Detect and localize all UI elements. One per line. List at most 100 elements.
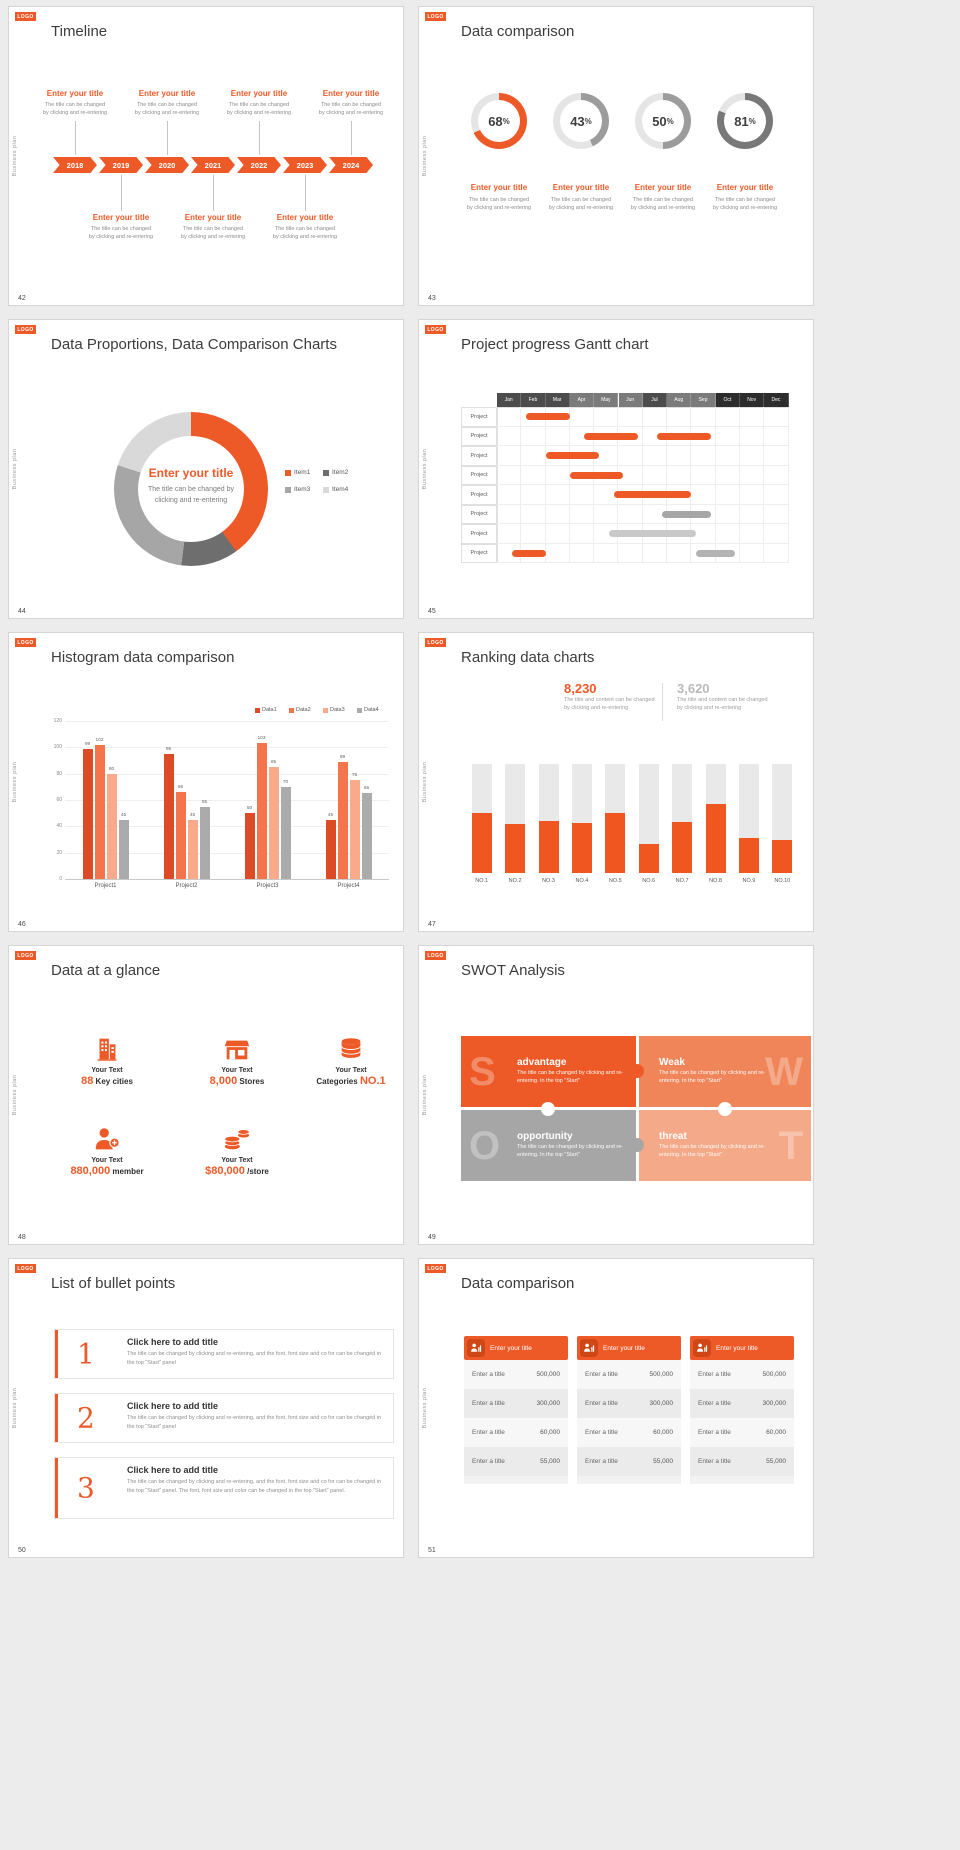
gantt-bar[interactable] (545, 452, 600, 459)
progress-ring[interactable]: 50% (635, 93, 691, 149)
row-label: Enter a title (698, 1458, 731, 1465)
bar-segment[interactable] (268, 767, 279, 879)
data-card-row: Enter a title 55,000 (690, 1447, 794, 1476)
ranking-bar-fill[interactable] (638, 843, 659, 873)
timeline-year-chevron[interactable]: 2019 (99, 157, 143, 173)
ranking-bar-fill[interactable] (538, 820, 559, 873)
timeline-year-chevron[interactable]: 2023 (283, 157, 327, 173)
bullet-item[interactable]: 2 Click here to add title The title can be… (54, 1393, 394, 1443)
data-card[interactable]: Enter your title Enter a title 500,000 Ente… (464, 1336, 568, 1484)
bar-segment[interactable] (106, 773, 117, 879)
bar-segment[interactable] (349, 780, 360, 879)
timeline-year-chevron[interactable]: 2021 (191, 157, 235, 173)
bullet-item[interactable]: 3 Click here to add title The title can be… (54, 1457, 394, 1519)
bar-value-label: 50 (246, 806, 253, 812)
timeline-callout-desc: by clicking and re-entering (272, 234, 338, 240)
slide-47-ranking-charts[interactable]: 8,230 The title and content can be chang… (418, 632, 814, 932)
swot-piece-Weak[interactable]: W Weak The title can be changed by clickin… (639, 1036, 811, 1107)
bar-segment[interactable] (256, 743, 267, 879)
row-label: Enter a title (698, 1371, 731, 1378)
gantt-month-header: Apr (569, 393, 595, 407)
gantt-bar[interactable] (657, 432, 711, 440)
gantt-bar[interactable] (613, 491, 692, 498)
gantt-bar[interactable] (584, 432, 638, 440)
gantt-cell (691, 465, 716, 485)
person-chart-icon (693, 1339, 711, 1357)
slide-50-bullet-points[interactable]: LOGO Business plan 50 List of bullet points… (8, 1258, 404, 1558)
donut-center-desc: The title can be changed by (147, 486, 234, 493)
slide-43-data-comparison[interactable]: LOGO Business plan 43 Data comparison 68% Ent… (418, 6, 814, 306)
slide-42-timeline[interactable]: LOGO Business plan 42 Timeline 2018 2019 2020 2… (8, 6, 404, 306)
ring-caption-desc: by clicking and re-entering (466, 205, 532, 211)
bar-segment[interactable] (187, 819, 198, 879)
slide-44-data-proportions[interactable]: Enter your title The title can be change… (8, 319, 404, 619)
gantt-bar[interactable] (511, 549, 546, 557)
side-label: Business plan (422, 135, 428, 177)
gantt-cell (691, 504, 716, 524)
bar-value-label: 70 (282, 779, 289, 785)
timeline-year-chevron[interactable]: 2022 (237, 157, 281, 173)
bar-segment[interactable] (280, 786, 291, 879)
slide-46-histogram[interactable]: LOGO Business plan 46 Histogram data compar… (8, 632, 404, 932)
slide-title: List of bullet points (51, 1275, 176, 1292)
swot-desc: The title can be changed by clicking and… (517, 1070, 624, 1084)
bar-segment[interactable] (118, 819, 129, 879)
gantt-month-header: Feb (521, 393, 546, 407)
gantt-bar[interactable] (662, 510, 711, 518)
ranking-bar-fill[interactable] (571, 822, 592, 873)
bar-segment[interactable] (361, 793, 372, 879)
ranking-bar-fill[interactable] (605, 813, 626, 873)
gantt-bar[interactable] (569, 471, 624, 479)
bar-segment[interactable] (199, 806, 210, 879)
gantt-cell (667, 543, 692, 563)
legend-swatch (255, 707, 260, 713)
bar-segment[interactable] (337, 761, 348, 879)
ranking-bar-fill[interactable] (772, 840, 793, 873)
timeline-callout-desc: The title can be changed (136, 102, 198, 108)
gantt-cell (691, 426, 716, 446)
gantt-bar[interactable] (608, 530, 697, 537)
ranking-bar-fill[interactable] (672, 821, 693, 873)
timeline-year-chevron[interactable]: 2018 (53, 157, 97, 173)
progress-ring[interactable]: 68% (471, 93, 527, 149)
slide-number: 44 (18, 608, 26, 615)
progress-ring[interactable]: 43% (553, 93, 609, 149)
ranking-bar-fill[interactable] (738, 838, 759, 873)
gantt-bar[interactable] (696, 549, 736, 557)
ranking-bar-fill[interactable] (505, 823, 526, 873)
logo-badge: LOGO (425, 951, 446, 960)
stat-value: 8,000 Stores (209, 1075, 265, 1087)
bar-segment[interactable] (163, 753, 174, 879)
slide-48-data-at-a-glance[interactable]: LOGO Business plan 48 Data at a glance Your … (8, 945, 404, 1245)
gantt-cell (764, 524, 789, 544)
bar-segment[interactable] (244, 813, 255, 879)
timeline-year-chevron[interactable]: 2024 (329, 157, 373, 173)
progress-ring[interactable]: 81% (717, 93, 773, 149)
timeline-year-chevron[interactable]: 2020 (145, 157, 189, 173)
slide-number: 42 (18, 295, 26, 302)
stat-value: $80,000 /store (205, 1165, 269, 1177)
bar-segment[interactable] (82, 748, 93, 879)
bullet-desc: The title can be changed by clicking and… (127, 1351, 382, 1366)
bar-segment[interactable] (175, 792, 186, 879)
bullet-item[interactable]: 1 Click here to add title The title can be… (54, 1329, 394, 1379)
ranking-bar-fill[interactable] (471, 813, 492, 873)
slide-51-data-comparison-cards[interactable]: LOGO Business plan 51 Data comparison Enter … (418, 1258, 814, 1558)
timeline-connector (167, 121, 168, 155)
gantt-cell (569, 485, 595, 505)
logo-badge: LOGO (425, 638, 446, 647)
data-card[interactable]: Enter your title Enter a title 500,000 Ente… (577, 1336, 681, 1484)
gantt-cell (715, 504, 740, 524)
slide-45-gantt-chart[interactable]: LOGO Business plan 45 Project progress Gant… (418, 319, 814, 619)
data-card[interactable]: Enter your title Enter a title 500,000 Ente… (690, 1336, 794, 1484)
gantt-bar[interactable] (526, 413, 570, 420)
bar-segment[interactable] (94, 744, 105, 879)
gantt-cell (764, 485, 789, 505)
donut-chart[interactable] (114, 412, 268, 566)
ranking-bar-fill[interactable] (705, 804, 726, 873)
bar-segment[interactable] (325, 819, 336, 879)
